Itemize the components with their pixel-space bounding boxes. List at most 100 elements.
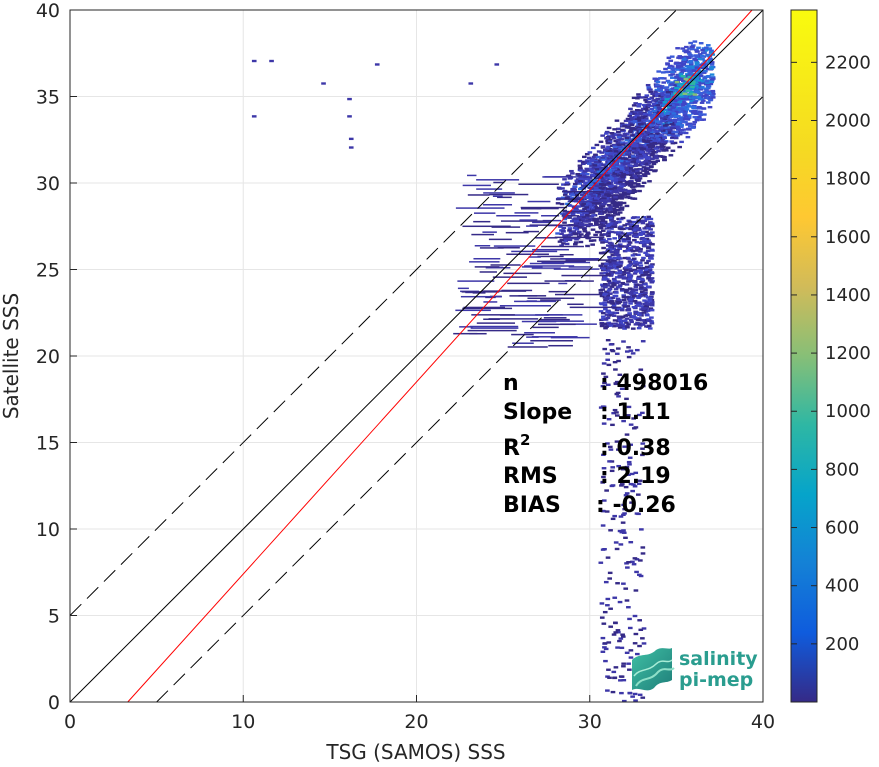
density-streak: [488, 238, 512, 241]
density-cell: [611, 633, 617, 636]
density-cell: [701, 63, 707, 66]
density-cell: [697, 98, 703, 101]
density-cell: [616, 301, 621, 305]
stat-value-rms: : 2.19: [600, 464, 671, 489]
density-cell: [644, 300, 650, 304]
density-cell: [634, 158, 639, 162]
density-cell: [635, 97, 640, 100]
density-cell: [654, 147, 659, 150]
density-cell: [606, 668, 611, 671]
density-cell: [604, 132, 609, 135]
density-cell: [647, 145, 653, 149]
density-cell: [648, 149, 653, 153]
density-cell: [579, 169, 584, 172]
density-cell: [607, 281, 613, 285]
density-cell: [637, 171, 643, 174]
density-cell: [612, 237, 617, 240]
density-cell: [679, 71, 685, 74]
density-cell: [624, 397, 629, 401]
density-cell: [616, 359, 621, 363]
density-streak: [457, 280, 495, 282]
density-streak: [500, 220, 552, 222]
density-cell: [661, 90, 667, 94]
density-cell: [628, 656, 634, 659]
density-streak: [467, 194, 490, 196]
statistics-panel: n : 498016 Slope : 1.11 R2 : 0.38 RMS : …: [503, 371, 708, 518]
density-cell: [640, 384, 646, 388]
density-cell: [650, 121, 655, 124]
density-cell: [686, 114, 692, 117]
density-cell: [687, 47, 692, 50]
density-cell: [577, 216, 582, 219]
density-cell: [680, 108, 685, 111]
density-cell: [622, 224, 628, 227]
density-cell: [574, 193, 579, 197]
density-cell: [609, 219, 614, 222]
density-cell: [562, 239, 567, 242]
density-streak: [453, 332, 478, 335]
density-cell: [649, 292, 655, 296]
density-cell: [584, 152, 590, 156]
density-cell: [618, 189, 624, 192]
density-cell: [657, 77, 663, 80]
density-cell: [622, 512, 627, 515]
density-cell: [702, 69, 708, 73]
density-cell: [690, 80, 696, 83]
density-cell: [621, 503, 626, 507]
density-streak: [473, 257, 501, 260]
density-cell: [642, 174, 648, 178]
density-cell: [593, 189, 598, 192]
density-cell: [621, 179, 627, 183]
x-tick-label: 40: [751, 711, 775, 733]
density-cell: [637, 644, 642, 648]
density-cell: [596, 195, 601, 198]
density-cell: [600, 285, 606, 288]
density-cells: [251, 40, 716, 703]
density-cell: [606, 418, 612, 421]
density-cell: [661, 81, 667, 84]
density-cell: [678, 83, 683, 86]
density-cell: [598, 291, 604, 295]
density-cell: [648, 217, 654, 221]
density-cell: [689, 47, 695, 51]
density-cell: [603, 265, 608, 268]
density-cell: [659, 85, 665, 88]
density-cell: [590, 228, 596, 231]
density-cell: [607, 140, 613, 143]
density-cell: [643, 271, 648, 274]
density-cell: [621, 277, 627, 280]
density-cell: [673, 136, 679, 140]
density-cell: [622, 193, 627, 196]
density-cell: [634, 118, 640, 121]
density-cell: [631, 295, 637, 298]
density-streak: [476, 322, 516, 324]
density-cell: [615, 646, 620, 649]
density-cell: [630, 327, 636, 330]
density-cell: [700, 82, 706, 85]
density-cell: [665, 90, 671, 94]
density-cell: [645, 234, 650, 237]
density-cell: [649, 277, 655, 280]
density-cell: [668, 90, 674, 93]
salinity-pi-mep-logo: salinity pi-mep: [632, 648, 758, 691]
density-streak: [548, 290, 568, 293]
density-cell: [627, 220, 633, 223]
density-cell: [599, 171, 605, 174]
density-cell: [692, 93, 698, 96]
density-cell: [616, 464, 621, 468]
density-cell: [640, 696, 646, 699]
density-cell: [625, 117, 631, 121]
density-cell: [616, 220, 622, 224]
density-cell: [628, 443, 633, 446]
density-cell: [627, 456, 633, 459]
density-cell: [634, 570, 639, 574]
stat-value-bias: : -0.26: [596, 493, 676, 518]
density-streak: [567, 210, 599, 213]
density-cell: [573, 243, 578, 246]
density-cell: [649, 322, 655, 325]
density-cell: [704, 80, 710, 83]
density-streak: [545, 314, 563, 316]
density-cell: [681, 100, 686, 104]
density-cell: [598, 289, 604, 292]
